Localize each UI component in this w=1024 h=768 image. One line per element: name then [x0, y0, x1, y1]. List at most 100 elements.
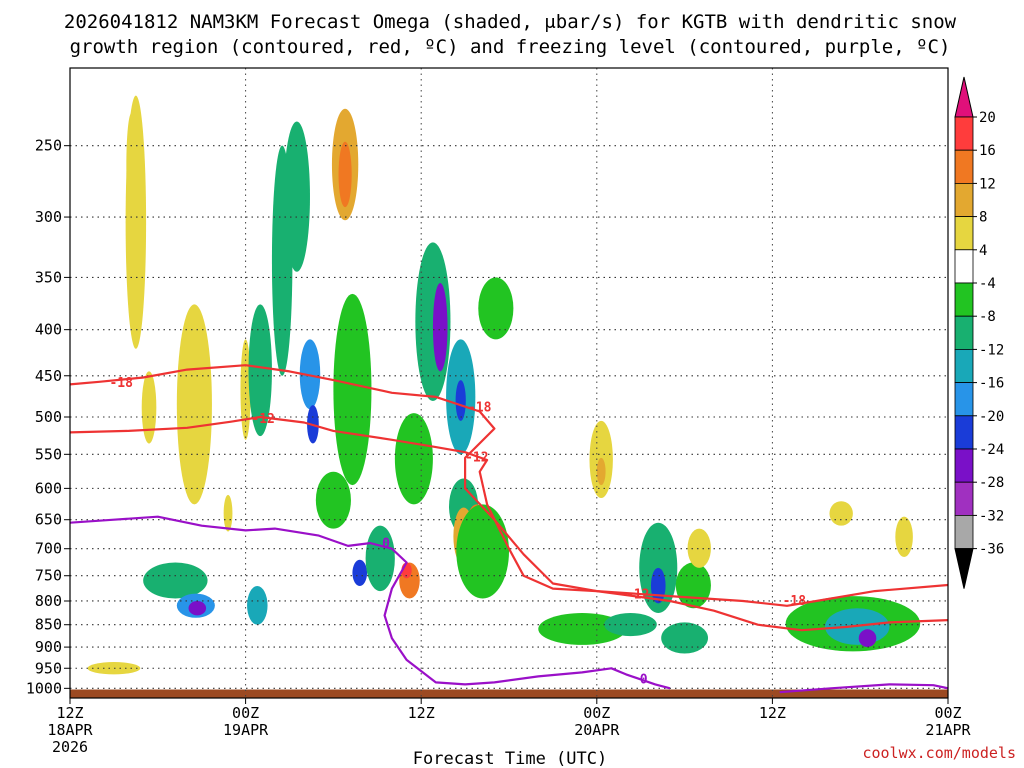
omega-cell-16 [338, 141, 352, 208]
colorbar: 20 16 12 8 4 -4 -8 -12 -16 -20 -24 -28 -32 -36 [954, 76, 1004, 589]
colorbar-label-13: -36 [979, 542, 1004, 558]
colorbar-swatch-3 [954, 216, 974, 251]
y-tick-label-300: 300 [35, 208, 62, 226]
colorbar-label-2: 12 [979, 176, 996, 192]
omega-cell-41 [687, 528, 711, 568]
y-axis-ticks: 250 300 350 400 450 500 550 600 650 700 750 800 850 9… [26, 137, 70, 697]
colorbar-label-5: -4 [979, 276, 996, 292]
chart-title-line-2: growth region (contoured, red, ºC) and f… [70, 36, 951, 58]
y-tick-label-450: 450 [35, 367, 62, 385]
colorbar-swatch-9 [954, 415, 974, 450]
omega-cell-18 [352, 559, 368, 587]
colorbar-label-6: -8 [979, 309, 996, 325]
omega-cell-31 [478, 277, 514, 340]
ground-layer [70, 689, 948, 698]
colorbar-bottom-arrow [954, 548, 974, 589]
x-tick-label-5-1: 21APR [925, 721, 971, 739]
contour-label--18-2: -18 [783, 594, 807, 609]
colorbar-top-arrow [954, 76, 974, 118]
colorbar-label-0: 20 [979, 110, 996, 126]
x-tick-label-5-0: 00Z [934, 704, 961, 722]
y-tick-label-600: 600 [35, 479, 62, 497]
omega-cell-4 [143, 562, 208, 599]
omega-cell-8 [247, 586, 268, 625]
omega-cell-19 [315, 471, 351, 529]
colorbar-label-11: -28 [979, 475, 1004, 491]
colorbar-label-4: 4 [979, 243, 987, 259]
x-tick-label-0-1: 18APR [47, 721, 93, 739]
y-tick-label-800: 800 [35, 592, 62, 610]
contour-0 [70, 515, 671, 690]
credit-text: coolwx.com/models [862, 744, 1016, 762]
temperature-contours: -18 -18 -18 -12 -12 -12 0 0 [70, 364, 948, 694]
omega-cell-46 [895, 516, 913, 558]
y-tick-label-350: 350 [35, 268, 62, 286]
colorbar-swatch-2 [954, 182, 974, 217]
colorbar-swatch-7 [954, 348, 974, 383]
omega-cell-25 [432, 282, 448, 372]
omega-cell-1 [125, 95, 147, 349]
omega-cell-44 [858, 629, 877, 648]
colorbar-label-9: -20 [979, 409, 1004, 425]
y-tick-label-500: 500 [35, 408, 62, 426]
omega-cell-32 [456, 504, 509, 599]
omega-cell-20 [365, 525, 395, 592]
colorbar-label-7: -12 [979, 342, 1004, 358]
colorbar-label-8: -16 [979, 376, 1004, 392]
contour-label--12-2: -12 [626, 588, 649, 603]
contour-label-0-1: 0 [640, 672, 648, 687]
contour--12 [70, 415, 948, 632]
omega-cell-17 [333, 293, 372, 486]
x-tick-label-1-0: 00Z [232, 704, 259, 722]
omega-cell-21 [394, 413, 433, 505]
y-tick-label-1000: 1000 [26, 679, 62, 697]
contour--18 [70, 364, 948, 607]
x-tick-label-2-0: 12Z [408, 704, 435, 722]
contour-label-0-0: 0 [382, 537, 390, 552]
colorbar-label-3: 8 [979, 210, 987, 226]
colorbar-label-10: -24 [979, 442, 1004, 458]
omega-cell-45 [829, 501, 853, 526]
contour-0b [779, 683, 948, 694]
omega-cell-36 [604, 613, 657, 637]
omega-cell-6 [188, 600, 207, 616]
x-tick-label-4-0: 12Z [759, 704, 786, 722]
colorbar-swatch-4 [954, 249, 974, 284]
colorbar-swatch-10 [954, 448, 974, 483]
y-tick-label-950: 950 [35, 659, 62, 677]
x-tick-label-1-1: 19APR [223, 721, 269, 739]
x-tick-label-0-2: 2026 [52, 738, 88, 756]
colorbar-swatch-5 [954, 282, 974, 317]
omega-shading [87, 0, 921, 675]
plot-frame [69, 67, 949, 699]
omega-cell-48 [87, 662, 141, 675]
omega-cell-3 [176, 304, 212, 505]
omega-cell-7 [223, 494, 233, 532]
x-axis-label: Forecast Time (UTC) [413, 749, 607, 768]
omega-cell-39 [661, 622, 709, 654]
omega-cell-35 [538, 613, 627, 645]
y-tick-label-400: 400 [35, 321, 62, 339]
omega-cell-47 [570, 0, 588, 4]
y-tick-label-700: 700 [35, 540, 62, 558]
y-tick-label-900: 900 [35, 638, 62, 656]
contour-label--18-1: -18 [468, 401, 492, 416]
colorbar-swatch-8 [954, 382, 974, 417]
y-tick-label-550: 550 [35, 445, 62, 463]
colorbar-swatch-6 [954, 315, 974, 350]
omega-cell-2 [141, 371, 157, 444]
y-tick-label-250: 250 [35, 137, 62, 155]
x-tick-label-0-0: 12Z [56, 704, 83, 722]
ground-fill [70, 689, 948, 698]
colorbar-label-1: 16 [979, 143, 996, 159]
y-tick-label-850: 850 [35, 616, 62, 634]
y-tick-label-750: 750 [35, 567, 62, 585]
omega-cell-13 [299, 339, 321, 410]
y-tick-label-650: 650 [35, 511, 62, 529]
colorbar-swatch-11 [954, 481, 974, 516]
contour-label--12-0: -12 [251, 412, 274, 427]
omega-cell-27 [455, 380, 466, 421]
plot-background [70, 68, 948, 698]
